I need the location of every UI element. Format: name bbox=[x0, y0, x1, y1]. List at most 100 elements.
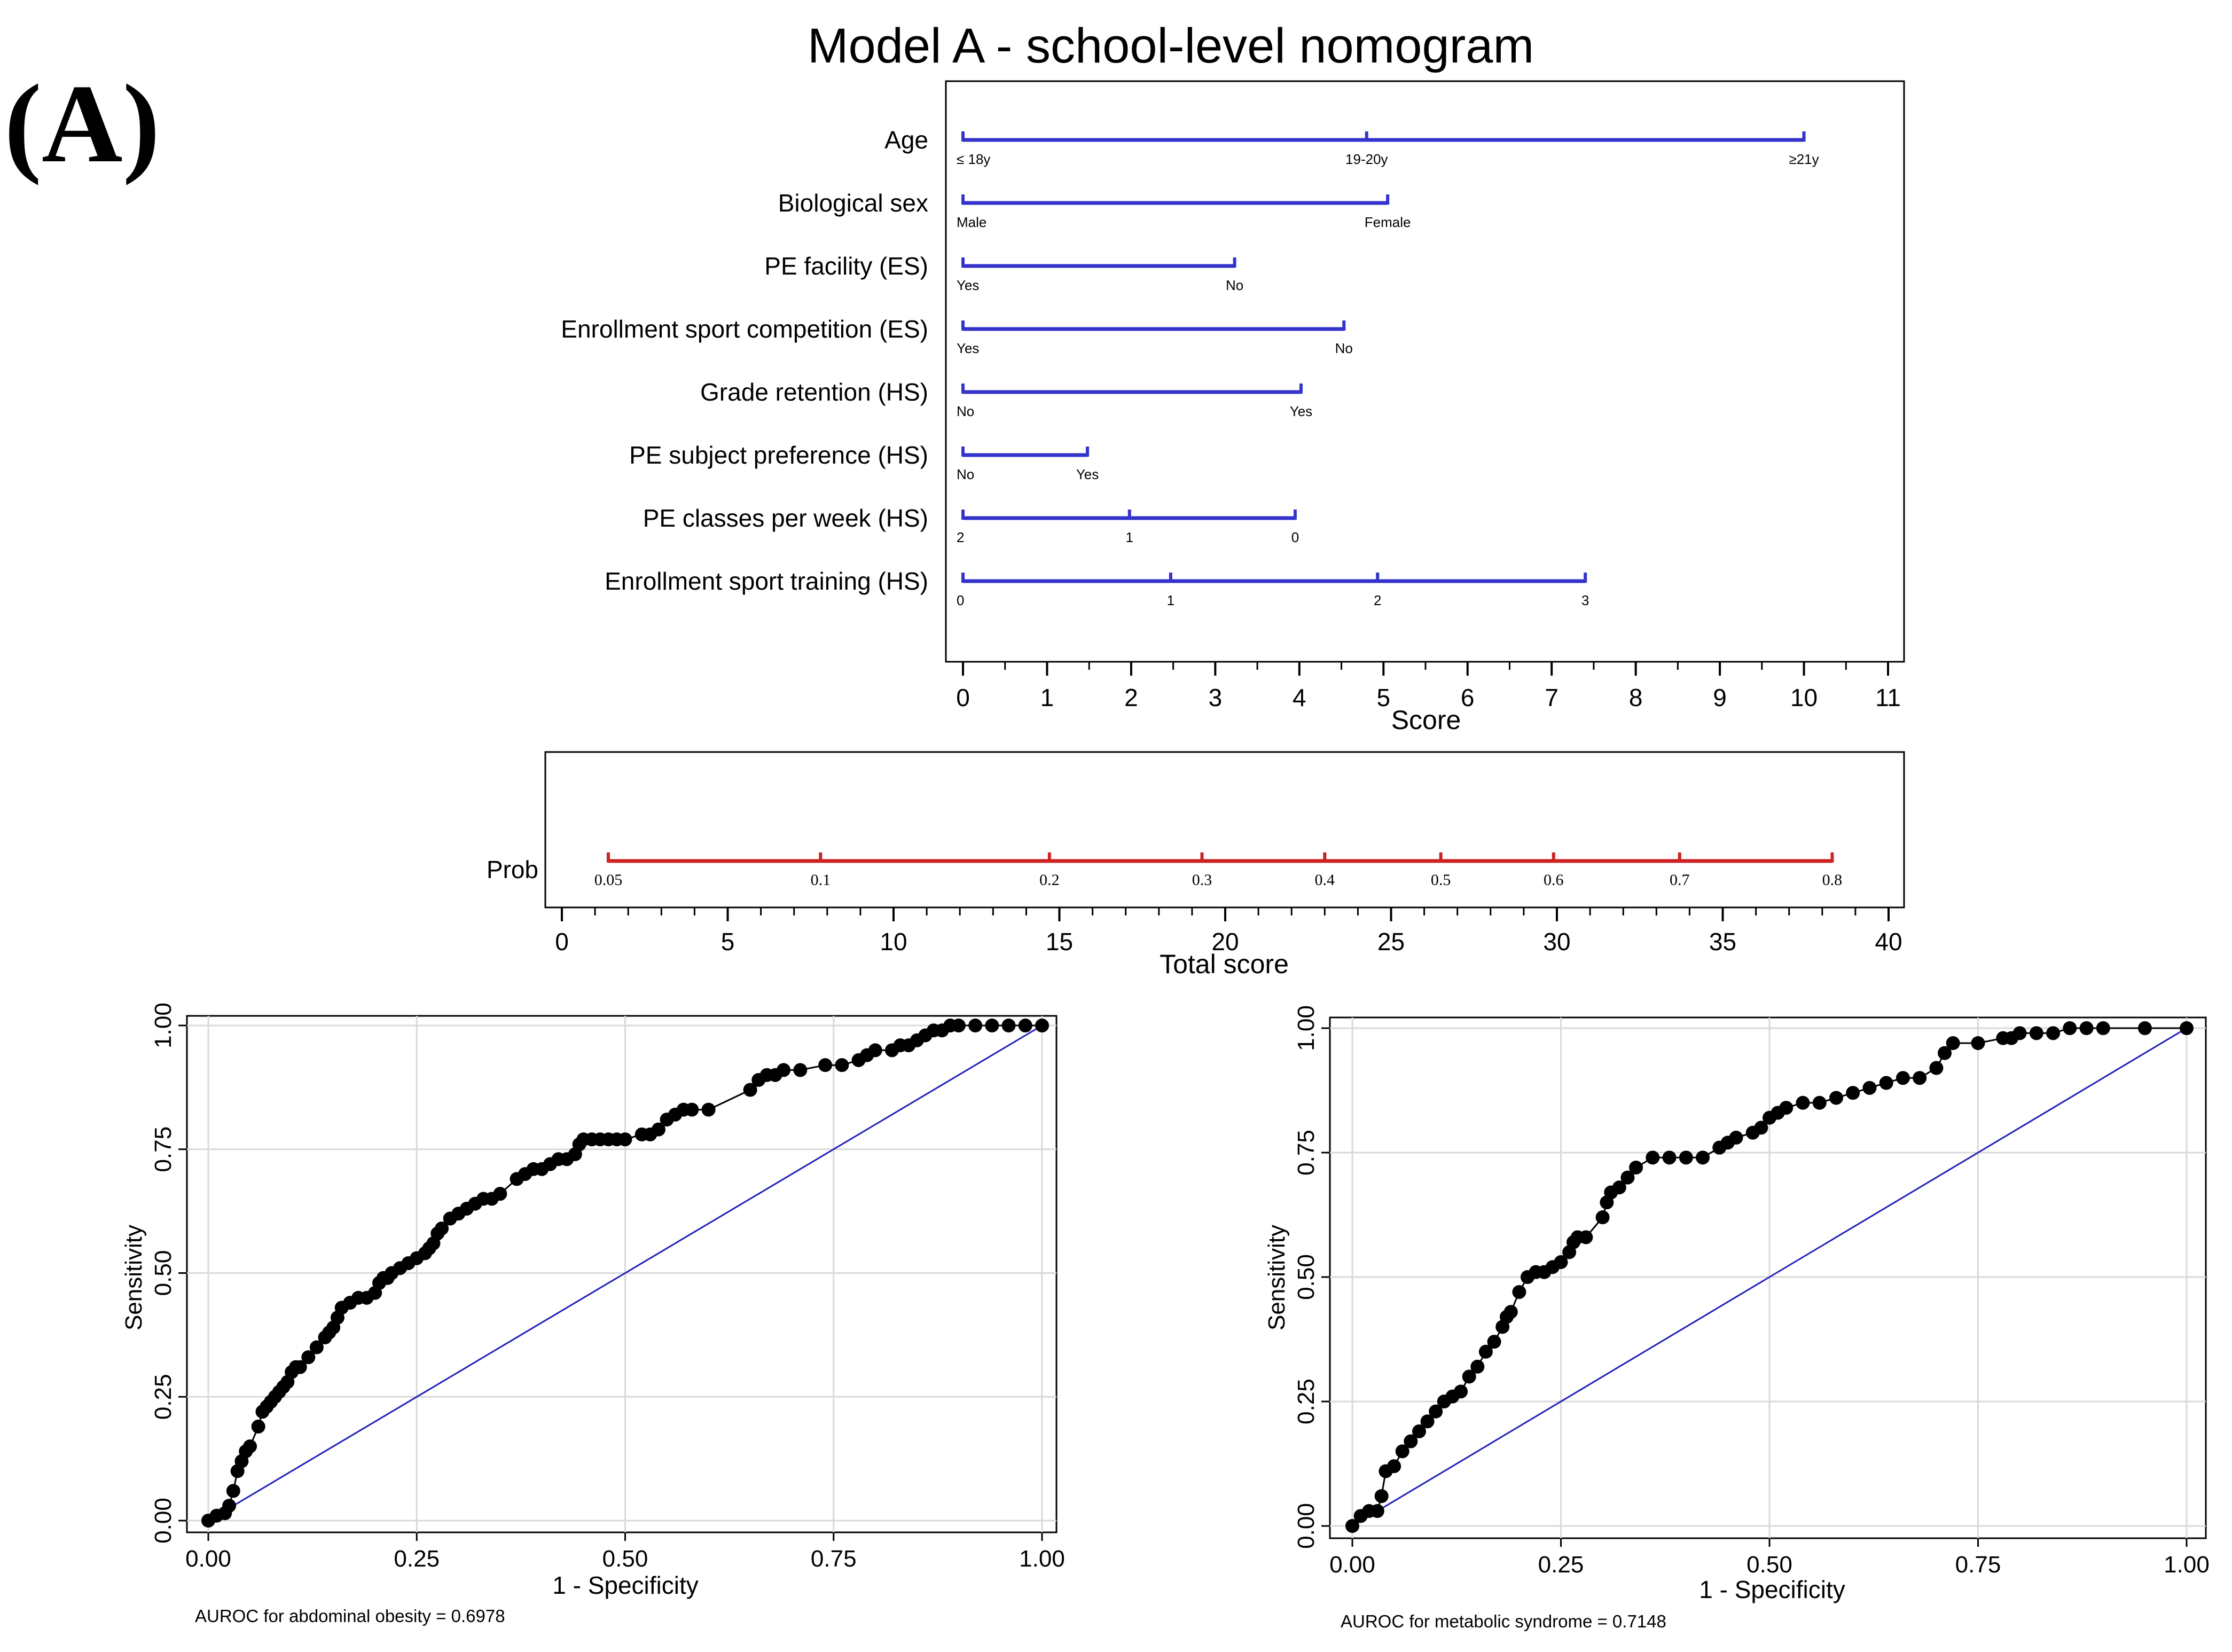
score-tick-label: 3 bbox=[1209, 684, 1223, 711]
roc-point bbox=[1729, 1131, 1743, 1145]
roc-point bbox=[251, 1419, 265, 1434]
level-label: 2 bbox=[957, 529, 964, 545]
y-tick-label: 0.75 bbox=[1293, 1130, 1319, 1176]
roc-point bbox=[1412, 1424, 1426, 1438]
nomogram-title: Model A - school-level nomogram bbox=[808, 19, 1534, 73]
roc-right-ylabel: Sensitivity bbox=[1264, 1225, 1290, 1330]
probability-label: 0.7 bbox=[1670, 871, 1690, 889]
x-tick-label: 0.50 bbox=[602, 1546, 648, 1572]
level-label: 19-20y bbox=[1345, 151, 1388, 167]
roc-point bbox=[777, 1063, 791, 1077]
roc-point bbox=[1754, 1121, 1768, 1135]
reference-line bbox=[208, 1024, 1043, 1522]
level-label: 0 bbox=[957, 592, 964, 608]
roc-point bbox=[2096, 1021, 2110, 1035]
roc-point bbox=[1612, 1180, 1626, 1195]
probability-row: 0.05 0.1 0.2 0.3 0.4 0.5 0.6 0.7 0.8 bbox=[594, 852, 1842, 889]
y-tick-label: 1.00 bbox=[1293, 1005, 1319, 1051]
total-score-axis-label: Total score bbox=[1160, 949, 1289, 979]
probability-label: 0.3 bbox=[1192, 871, 1212, 889]
roc-point bbox=[226, 1484, 240, 1498]
level-label: 2 bbox=[1374, 592, 1381, 608]
total-tick-label: 5 bbox=[721, 928, 735, 956]
roc-point bbox=[293, 1360, 307, 1374]
roc-point bbox=[1938, 1046, 1952, 1060]
variable-label: Grade retention (HS) bbox=[700, 378, 928, 406]
total-tick-label: 20 bbox=[1211, 928, 1239, 956]
score-tick-label: 6 bbox=[1461, 684, 1475, 711]
probability-label: 0.5 bbox=[1431, 871, 1451, 889]
level-label: No bbox=[957, 403, 974, 419]
total-tick-label: 30 bbox=[1543, 928, 1570, 956]
roc-point bbox=[1971, 1036, 1985, 1050]
roc-point bbox=[618, 1132, 632, 1147]
roc-point bbox=[1462, 1369, 1476, 1384]
y-tick-label: 0.50 bbox=[1293, 1254, 1319, 1300]
roc-point bbox=[1629, 1160, 1643, 1175]
level-label: 1 bbox=[1167, 592, 1174, 608]
level-label: 3 bbox=[1581, 592, 1589, 608]
roc-point bbox=[1646, 1150, 1660, 1165]
probability-label: 0.05 bbox=[594, 871, 623, 889]
x-tick-label: 0.00 bbox=[185, 1546, 231, 1572]
x-tick-label: 0.25 bbox=[394, 1546, 440, 1572]
nomogram-row-8: Enrollment sport training (HS) 0 1 2 3 bbox=[605, 567, 1589, 608]
level-label: No bbox=[1335, 340, 1353, 356]
roc-point bbox=[1929, 1061, 1944, 1075]
roc-point bbox=[1512, 1285, 1526, 1299]
roc-point bbox=[743, 1083, 757, 1097]
roc-left-caption: AUROC for abdominal obesity = 0.6978 bbox=[195, 1606, 505, 1626]
roc-point bbox=[1395, 1444, 1409, 1459]
score-axis: 0 1 2 3 4 5 6 7 8 9 10 11 bbox=[956, 662, 1901, 711]
roc-point bbox=[1913, 1071, 1927, 1085]
roc-point bbox=[1420, 1414, 1435, 1429]
score-tick-label: 2 bbox=[1124, 684, 1138, 711]
y-tick-label: 0.25 bbox=[1293, 1379, 1319, 1424]
score-axis-label: Score bbox=[1391, 705, 1461, 735]
roc-point bbox=[1018, 1019, 1032, 1032]
roc-point bbox=[1404, 1434, 1418, 1449]
roc-point bbox=[1812, 1095, 1827, 1110]
nomogram-row-6: PE subject preference (HS) No Yes bbox=[629, 441, 1099, 482]
y-tick-label: 0.50 bbox=[150, 1250, 176, 1296]
level-label: Yes bbox=[957, 340, 979, 356]
roc-point bbox=[985, 1019, 999, 1032]
roc-point bbox=[968, 1019, 983, 1032]
roc-right-caption: AUROC for metabolic syndrome = 0.7148 bbox=[1341, 1611, 1666, 1631]
reference-line bbox=[1352, 1027, 2187, 1527]
x-tick-label: 0.25 bbox=[1538, 1552, 1584, 1578]
roc-point bbox=[1554, 1255, 1568, 1270]
roc-point bbox=[222, 1499, 237, 1513]
roc-point bbox=[818, 1058, 833, 1072]
level-label: ≥21y bbox=[1789, 151, 1819, 167]
score-tick-label: 7 bbox=[1545, 684, 1559, 711]
roc-point bbox=[1679, 1150, 1693, 1165]
score-tick-label: 8 bbox=[1629, 684, 1643, 711]
roc-point bbox=[1879, 1076, 1893, 1090]
roc-point bbox=[1779, 1101, 1794, 1115]
roc-point bbox=[2079, 1021, 2094, 1035]
roc-point bbox=[1454, 1384, 1468, 1399]
probability-label: 0.4 bbox=[1315, 871, 1335, 889]
total-tick-label: 25 bbox=[1377, 928, 1405, 956]
roc-point bbox=[1035, 1019, 1049, 1032]
level-label: Yes bbox=[957, 277, 979, 293]
roc-point bbox=[2012, 1026, 2027, 1040]
variable-label: PE classes per week (HS) bbox=[643, 504, 928, 532]
roc-point bbox=[1370, 1504, 1384, 1518]
roc-point bbox=[793, 1063, 808, 1077]
roc-point bbox=[1595, 1210, 1610, 1225]
score-tick-label: 9 bbox=[1713, 684, 1727, 711]
roc-point bbox=[1946, 1036, 1960, 1050]
variable-label: Biological sex bbox=[778, 189, 928, 217]
nomogram-frame bbox=[945, 80, 1905, 663]
total-tick-label: 15 bbox=[1046, 928, 1073, 956]
roc-point bbox=[868, 1043, 882, 1058]
total-tick-label: 10 bbox=[880, 928, 907, 956]
roc-abdominal-obesity: 1 - Specificity Sensitivity AUROC for ab… bbox=[121, 1003, 1065, 1626]
x-tick-label: 0.50 bbox=[1747, 1552, 1792, 1578]
roc-point bbox=[951, 1019, 966, 1032]
level-label: Yes bbox=[1290, 403, 1312, 419]
nomogram-row-3: PE facility (ES) Yes No bbox=[764, 252, 1243, 293]
